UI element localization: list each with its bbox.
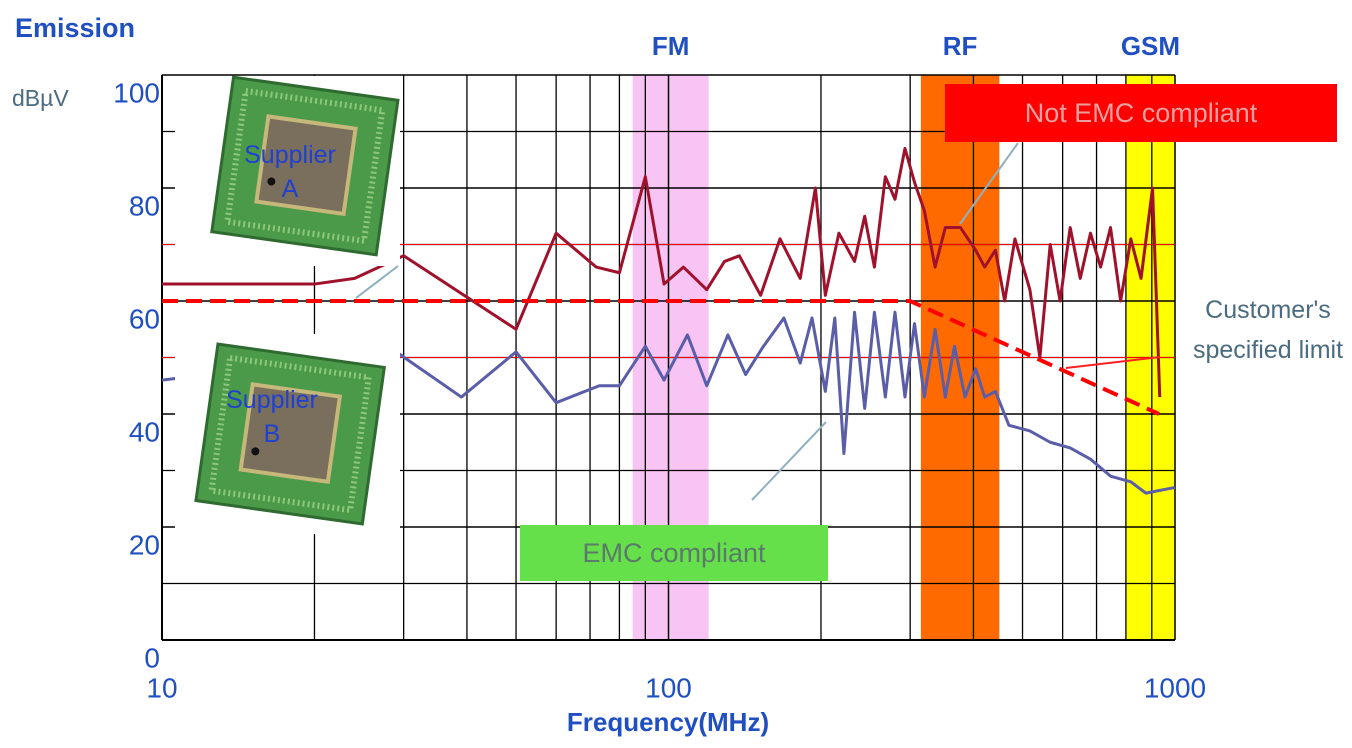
x-axis-label: Frequency(MHz) [567, 707, 769, 737]
series-label: Supplier A [240, 138, 340, 206]
arrow [752, 422, 826, 500]
page: Emission dBµV Frequency(MHz) FM RF GSM 0 20 4… [0, 0, 1352, 748]
x-tick-label: 1000 [1144, 672, 1206, 703]
band-label: RF [943, 31, 978, 61]
band-label: GSM [1121, 31, 1180, 61]
x-tick-label: 100 [645, 672, 692, 703]
y-tick-label: 40 [129, 416, 160, 447]
y-tick-label: 20 [129, 529, 160, 560]
x-tick-label: 10 [146, 672, 177, 703]
y-axis-label: dBµV [12, 85, 69, 111]
y-tick-label: 100 [113, 77, 160, 108]
series-label: Supplier B [222, 383, 322, 451]
annotation-text: Not EMC compliant [945, 84, 1337, 142]
arrow [356, 266, 398, 298]
annotation-text: EMC compliant [520, 525, 828, 581]
chart-title: Emission [15, 13, 135, 43]
y-tick-label: 80 [129, 190, 160, 221]
y-tick-label: 60 [129, 303, 160, 334]
limit-label: Customer's specified limit [1178, 290, 1352, 370]
band-label: FM [652, 31, 690, 61]
y-tick-label: 0 [144, 642, 160, 673]
